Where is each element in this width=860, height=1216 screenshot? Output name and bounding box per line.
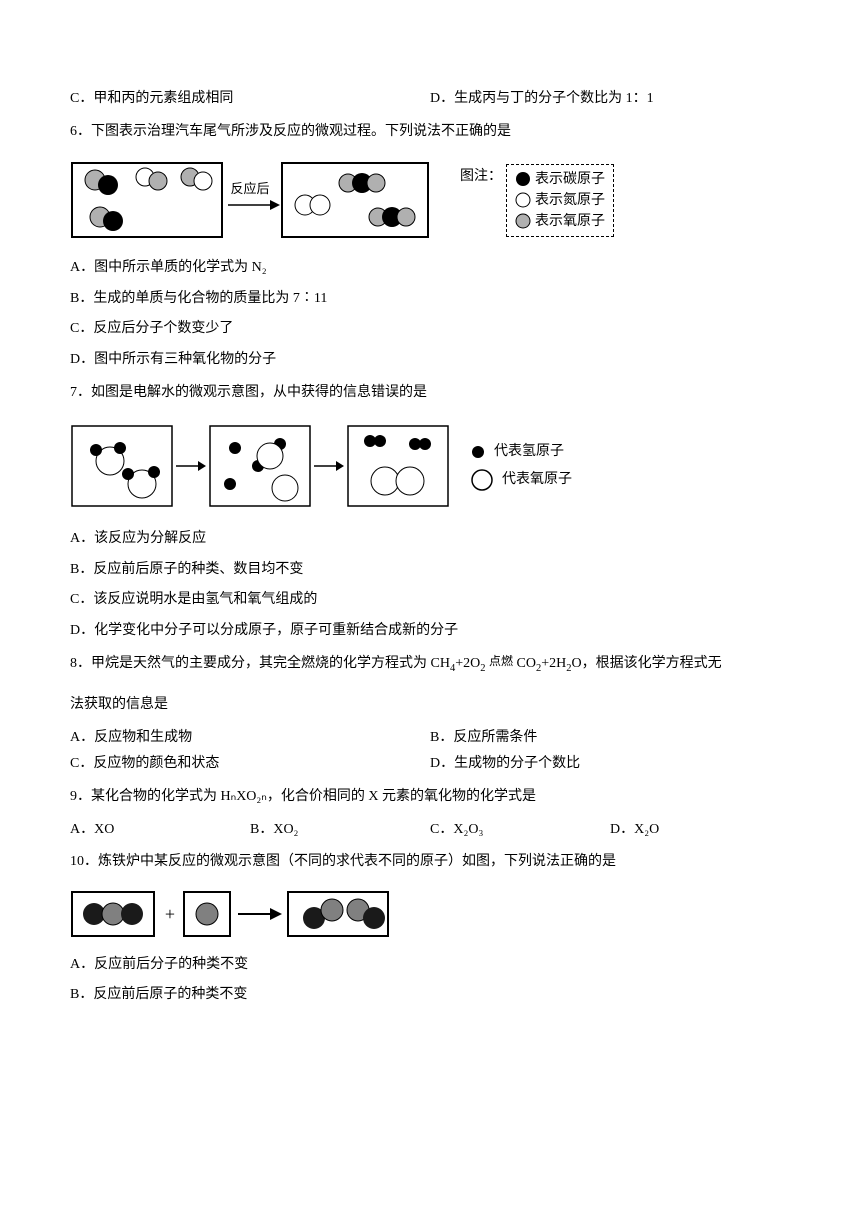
q6-legend-title: 图注：	[460, 164, 502, 191]
q6-diagram-container: 反应后 图注： 表示碳原子 表示氮原子 表示氧原子	[70, 155, 790, 245]
q6-reaction-diagram: 反应后	[70, 155, 430, 245]
q8-cond-text: 点燃	[489, 654, 513, 668]
q9-option-a: A．XO	[70, 817, 250, 844]
q10-option-b: B．反应前后原子的种类不变	[70, 982, 790, 1009]
q6-option-c: C．反应后分子个数变少了	[70, 316, 790, 343]
q8-text-d: +2H	[541, 656, 566, 671]
q7-legend-o: 代表氧原子	[502, 466, 572, 494]
q6-legend: 图注： 表示碳原子 表示氮原子 表示氧原子	[460, 164, 614, 237]
q9-stem: 9．某化合物的化学式为 HₙXO₂ₙ，化合价相同的 X 元素的氧化物的化学式是	[70, 784, 790, 811]
q8-stem-line2: 法获取的信息是	[70, 692, 790, 719]
q8-text-a: 8．甲烷是天然气的主要成分，其完全燃烧的化学方程式为 CH	[70, 656, 450, 671]
q9-options: A．XO B．XO₂ C．X₂O₃ D．X₂O	[70, 817, 790, 844]
q9-option-b: B．XO₂	[250, 817, 430, 844]
q7-option-a: A．该反应为分解反应	[70, 526, 790, 553]
q8-text-c: CO	[516, 656, 535, 671]
oxygen-atom-icon	[515, 213, 531, 229]
q6-stem: 6．下图表示治理汽车尾气所涉及反应的微观过程。下列说法不正确的是	[70, 119, 790, 146]
q8-text-e: O，根据该化学方程式无	[571, 656, 721, 671]
q6-arrow-label: 反应后	[230, 181, 269, 196]
hydrogen-atom-icon	[470, 444, 486, 460]
q8-text-b: +2O	[455, 656, 480, 671]
q7-option-c: C．该反应说明水是由氢气和氧气组成的	[70, 587, 790, 614]
q6-option-a: A．图中所示单质的化学式为 N₂	[70, 255, 790, 282]
q7-option-d: D．化学变化中分子可以分成原子，原子可重新结合成新的分子	[70, 618, 790, 645]
q6-legend-o: 表示氧原子	[535, 211, 605, 232]
q6-option-b: B．生成的单质与化合物的质量比为 7∶11	[70, 286, 790, 313]
q8-option-d: D．生成物的分子个数比	[430, 751, 790, 778]
q5-option-d: D．生成丙与丁的分子个数比为 1：1	[430, 86, 790, 113]
nitrogen-atom-icon	[515, 192, 531, 208]
q5-options-cd: C．甲和丙的元素组成相同 D．生成丙与丁的分子个数比为 1：1	[70, 86, 790, 113]
q7-option-b: B．反应前后原子的种类、数目均不变	[70, 557, 790, 584]
carbon-atom-icon	[515, 171, 531, 187]
q10-stem: 10．炼铁炉中某反应的微观示意图（不同的求代表不同的原子）如图，下列说法正确的是	[70, 849, 790, 876]
q8-stem-line1: 8．甲烷是天然气的主要成分，其完全燃烧的化学方程式为 CH4+2O2 点燃 CO…	[70, 651, 790, 679]
plus-sign: +	[165, 904, 175, 924]
q10-option-a: A．反应前后分子的种类不变	[70, 952, 790, 979]
q9-option-d: D．X₂O	[610, 817, 790, 844]
q5-option-c: C．甲和丙的元素组成相同	[70, 86, 430, 113]
q10-diagram-container: +	[70, 886, 790, 942]
q8-option-a: A．反应物和生成物	[70, 725, 430, 752]
reaction-condition: 点燃	[489, 655, 513, 667]
q10-reaction-diagram: +	[70, 886, 410, 942]
q8-options-cd: C．反应物的颜色和状态 D．生成物的分子个数比	[70, 751, 790, 778]
q6-legend-c: 表示碳原子	[535, 169, 605, 190]
q7-stem: 7．如图是电解水的微观示意图，从中获得的信息错误的是	[70, 380, 790, 407]
q7-reaction-diagram	[70, 416, 450, 516]
oxygen-atom-icon-q7	[470, 468, 494, 492]
q7-legend: 代表氢原子 代表氧原子	[470, 438, 572, 494]
q8-option-c: C．反应物的颜色和状态	[70, 751, 430, 778]
q8-option-b: B．反应所需条件	[430, 725, 790, 752]
q6-option-d: D．图中所示有三种氧化物的分子	[70, 347, 790, 374]
q9-option-c: C．X₂O₃	[430, 817, 610, 844]
q6-legend-n: 表示氮原子	[535, 190, 605, 211]
q7-diagram-container: 代表氢原子 代表氧原子	[70, 416, 790, 516]
q8-options-ab: A．反应物和生成物 B．反应所需条件	[70, 725, 790, 752]
q7-legend-h: 代表氢原子	[494, 438, 564, 466]
